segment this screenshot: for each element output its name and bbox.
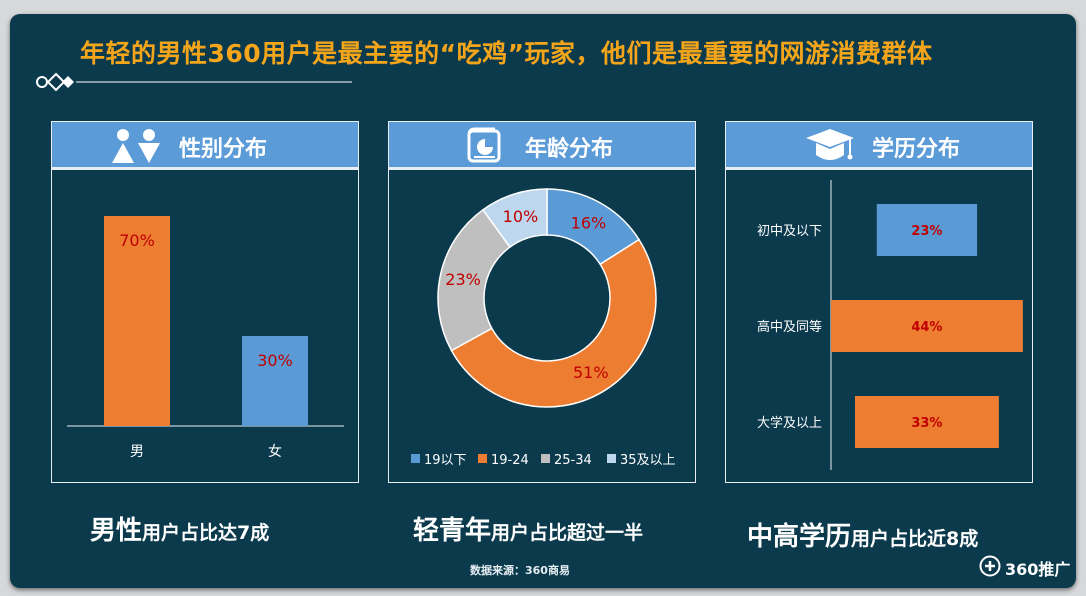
legend-swatch-2 (478, 454, 487, 463)
plus-circle-icon (979, 555, 1001, 577)
education-panel: 学历分布 23% 44% 33% 初中及以下 高中及同等 大学及以上 (725, 121, 1033, 483)
donut-label-4: 10% (503, 207, 539, 226)
education-panel-header: 学历分布 (726, 122, 1032, 170)
education-panel-title: 学历分布 (872, 137, 961, 162)
education-summary-highlight: 中高学历 (747, 522, 852, 552)
gender-panel-header: 性别分布 (52, 122, 358, 170)
donut-slice-4 (481, 188, 548, 249)
age-panel-title: 年龄分布 (525, 137, 614, 162)
bar-label-university: 33% (911, 416, 942, 431)
gender-summary: 男性用户占比达7成 (90, 510, 269, 547)
brand-text: 360推广 (1005, 560, 1071, 579)
bar-male (104, 216, 170, 426)
category-label-male: 男 (130, 444, 144, 460)
donut-label-3: 23% (445, 270, 481, 289)
donut-slice-3 (437, 208, 512, 352)
donut-label-2: 51% (573, 363, 609, 382)
bar-label-female: 30% (257, 351, 293, 370)
bar-label-junior-high: 23% (911, 224, 942, 239)
bar-high-school (831, 300, 1023, 352)
age-summary: 轻青年用户占比超过一半 (413, 510, 643, 547)
education-bar-chart: 23% 44% 33% 初中及以下 高中及同等 大学及以上 (757, 180, 1023, 470)
bar-junior-high (876, 204, 978, 256)
graduation-cap-icon (806, 129, 854, 160)
diamond-ornament (36, 72, 352, 92)
gender-summary-text: 用户占比达7成 (142, 522, 270, 544)
age-summary-highlight: 轻青年 (413, 516, 492, 546)
legend-label-2: 19-24 (491, 453, 529, 468)
bar-label-high-school: 44% (911, 320, 942, 335)
education-summary: 中高学历用户占比近8成 (747, 516, 978, 553)
category-label-high-school: 高中及同等 (757, 319, 822, 335)
category-label-female: 女 (268, 443, 282, 460)
gender-bar-chart: 70% 30% 男 女 (67, 216, 344, 460)
age-panel: 年龄分布 16% 51% 23% 10% 19以下 19-24 25-34 35及以上 (388, 121, 696, 483)
gender-panel: 性别分布 70% 30% 男 女 (51, 121, 359, 483)
legend-label-1: 19以下 (424, 453, 467, 468)
category-label-junior-high: 初中及以下 (757, 224, 822, 239)
bar-university (854, 396, 999, 448)
report-chart-icon (467, 127, 501, 163)
age-donut-chart: 16% 51% 23% 10% 19以下 19-24 25-34 35及以上 (411, 188, 676, 468)
category-label-university: 大学及以上 (757, 415, 822, 431)
bar-label-male: 70% (119, 231, 155, 250)
legend-swatch-1 (411, 454, 420, 463)
legend-swatch-4 (607, 454, 616, 463)
age-summary-text: 用户占比超过一半 (491, 522, 644, 544)
legend-label-4: 35及以上 (620, 453, 676, 468)
donut-slice-2 (450, 238, 657, 408)
data-source: 数据来源：360商易 (470, 564, 570, 577)
education-summary-text: 用户占比近8成 (851, 528, 979, 550)
age-panel-header: 年龄分布 (389, 122, 695, 170)
legend-label-3: 25-34 (554, 453, 592, 468)
bar-female (242, 336, 308, 426)
gender-summary-highlight: 男性 (90, 516, 143, 546)
page-headline: 年轻的男性360用户是最主要的“吃鸡”玩家，他们是最重要的网游消费群体 (80, 39, 933, 68)
gender-panel-title: 性别分布 (179, 137, 268, 162)
donut-label-1: 16% (571, 214, 607, 233)
male-female-icon (112, 129, 160, 163)
legend-swatch-3 (541, 454, 550, 463)
